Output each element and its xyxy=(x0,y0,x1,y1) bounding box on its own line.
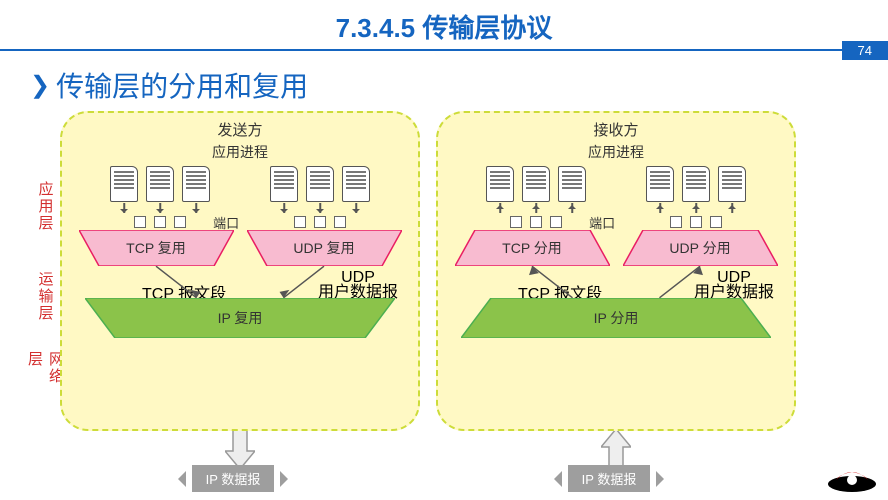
subtitle-row: ❯ 传输层的分用和复用 xyxy=(30,65,888,105)
doc-icon xyxy=(342,166,370,202)
receiver-ip-box: IP 分用 xyxy=(461,298,771,338)
doc-icon xyxy=(718,166,746,202)
page-number-badge: 74 xyxy=(842,41,888,60)
subtitle: 传输层的分用和复用 xyxy=(56,65,308,105)
udp-box: UDP 复用 xyxy=(247,230,402,266)
receiver-title: 接收方 xyxy=(448,119,784,140)
receiver-docs xyxy=(448,166,784,202)
bottom-zone: IP 数据报 IP 数据报 xyxy=(0,429,888,492)
doc-icon xyxy=(110,166,138,202)
sender-ip-box: IP 复用 xyxy=(85,298,395,338)
tri-icon xyxy=(170,471,186,487)
receiver-panel: 接收方 应用进程 端口 xyxy=(436,111,796,431)
tcp-box: TCP 分用 xyxy=(455,230,610,266)
redhat-logo-icon xyxy=(826,454,878,494)
sender-title: 发送方 xyxy=(72,119,408,140)
datagram-label: IP 数据报 xyxy=(568,465,651,492)
doc-icon xyxy=(270,166,298,202)
sender-bottom: IP 数据报 xyxy=(60,429,420,492)
sender-docs xyxy=(72,166,408,202)
sender-conn: TCP 报文段 UDP 用户数据报 xyxy=(72,266,408,300)
panels: 发送方 应用进程 端口 xyxy=(60,111,796,431)
tri-icon xyxy=(656,471,672,487)
layer-trans: 运输层 xyxy=(30,261,60,331)
doc-icon xyxy=(558,166,586,202)
tcp-box: TCP 复用 xyxy=(79,230,234,266)
down-arrow-icon xyxy=(225,429,255,469)
receiver-ports: 端口 xyxy=(448,216,784,228)
chevron-icon: ❯ xyxy=(30,71,50,100)
receiver-conn: TCP 报文段 UDP 用户数据报 xyxy=(448,266,784,300)
receiver-bottom: IP 数据报 xyxy=(436,429,796,492)
title-bar: 7.3.4.5 传输层协议 xyxy=(0,0,888,49)
doc-icon xyxy=(522,166,550,202)
doc-icon xyxy=(146,166,174,202)
diagram-area: 应用层 运输层 网络层 发送方 应用进程 端口 xyxy=(0,111,888,431)
sender-ports: 端口 xyxy=(72,216,408,228)
receiver-traps: TCP 分用 UDP 分用 xyxy=(448,230,784,266)
sender-panel: 发送方 应用进程 端口 xyxy=(60,111,420,431)
tri-icon xyxy=(546,471,562,487)
sender-traps: TCP 复用 UDP 复用 xyxy=(72,230,408,266)
up-arrow-icon xyxy=(601,429,631,469)
layer-net: 网络层 xyxy=(30,351,60,401)
layer-app: 应用层 xyxy=(30,171,60,241)
doc-icon xyxy=(682,166,710,202)
layer-labels: 应用层 运输层 网络层 xyxy=(30,111,60,431)
udp-box: UDP 分用 xyxy=(623,230,778,266)
doc-icon xyxy=(486,166,514,202)
divider: 74 xyxy=(0,49,888,51)
datagram-label: IP 数据报 xyxy=(192,465,275,492)
receiver-app-proc: 应用进程 xyxy=(448,142,784,162)
doc-icon xyxy=(646,166,674,202)
tri-icon xyxy=(280,471,296,487)
doc-icon xyxy=(182,166,210,202)
doc-icon xyxy=(306,166,334,202)
slide-title: 7.3.4.5 传输层协议 xyxy=(336,13,553,43)
sender-app-proc: 应用进程 xyxy=(72,142,408,162)
